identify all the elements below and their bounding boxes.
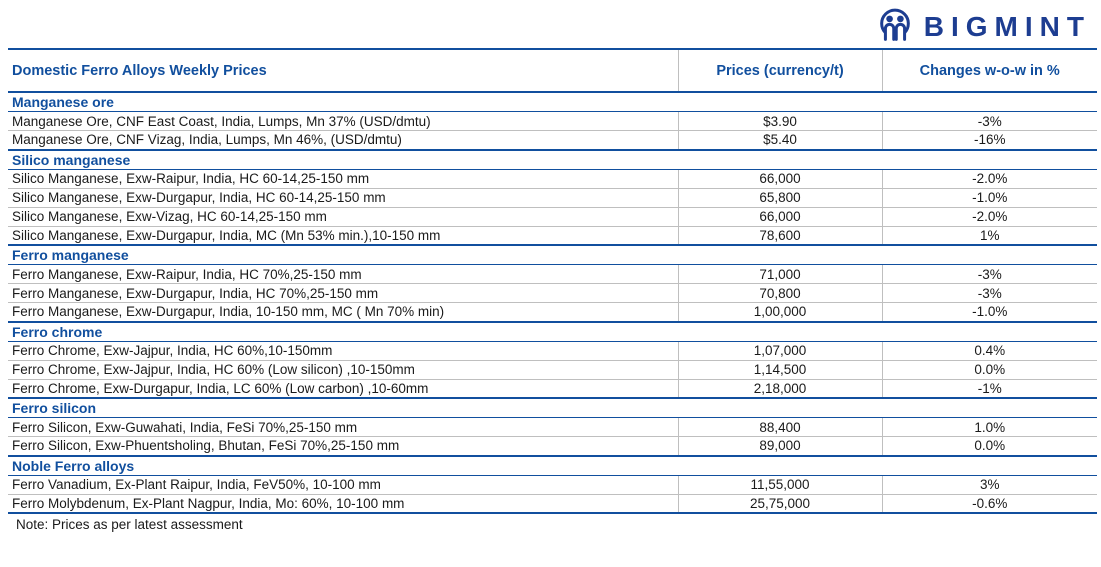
price-cell: 1,07,000 (677, 341, 882, 361)
price-cell: 88,400 (677, 417, 882, 437)
change-cell: -1.0% (881, 188, 1097, 208)
change-cell: -3% (881, 111, 1097, 131)
product-cell: Ferro Manganese, Exw-Raipur, India, HC 7… (8, 264, 678, 284)
table-row: Ferro Molybdenum, Ex-Plant Nagpur, India… (8, 494, 1097, 514)
change-cell: 1% (881, 226, 1097, 246)
change-cell: 0.0% (881, 436, 1097, 457)
change-cell: -0.6% (881, 494, 1097, 514)
table-row: Ferro Chrome, Exw-Durgapur, India, LC 60… (8, 379, 1097, 399)
table-row: Ferro Manganese, Exw-Raipur, India, HC 7… (8, 264, 1097, 284)
price-cell: 66,000 (677, 207, 882, 227)
section-header: Ferro manganese (8, 245, 1097, 265)
price-cell: 11,55,000 (677, 475, 882, 495)
change-cell: -2.0% (881, 169, 1097, 189)
change-cell: -3% (881, 283, 1097, 303)
prices-table-container: Domestic Ferro Alloys Weekly Prices Pric… (8, 48, 1097, 532)
section-header: Noble Ferro alloys (8, 455, 1097, 476)
product-cell: Ferro Manganese, Exw-Durgapur, India, 10… (8, 302, 678, 323)
section-header: Silico manganese (8, 149, 1097, 170)
product-cell: Ferro Silicon, Exw-Guwahati, India, FeSi… (8, 417, 678, 437)
table-row: Silico Manganese, Exw-Vizag, HC 60-14,25… (8, 207, 1097, 227)
product-cell: Ferro Chrome, Exw-Jajpur, India, HC 60%,… (8, 341, 678, 361)
section-row: Ferro silicon (8, 398, 1097, 418)
table-row: Ferro Chrome, Exw-Jajpur, India, HC 60%,… (8, 341, 1097, 361)
product-cell: Ferro Vanadium, Ex-Plant Raipur, India, … (8, 475, 678, 495)
section-row: Silico manganese (8, 149, 1097, 170)
change-cell: 1.0% (881, 417, 1097, 437)
section-row: Noble Ferro alloys (8, 455, 1097, 476)
price-cell: 78,600 (677, 226, 882, 246)
change-cell: 0.4% (881, 341, 1097, 361)
price-cell: 71,000 (677, 264, 882, 284)
price-cell: 70,800 (677, 283, 882, 303)
product-cell: Ferro Molybdenum, Ex-Plant Nagpur, India… (8, 494, 678, 514)
product-cell: Silico Manganese, Exw-Durgapur, India, H… (8, 188, 678, 208)
section-row: Manganese ore (8, 92, 1097, 112)
price-cell: 65,800 (677, 188, 882, 208)
change-cell: -2.0% (881, 207, 1097, 227)
table-row: Silico Manganese, Exw-Durgapur, India, H… (8, 188, 1097, 208)
table-header-row: Domestic Ferro Alloys Weekly Prices Pric… (8, 48, 1097, 93)
product-cell: Ferro Chrome, Exw-Durgapur, India, LC 60… (8, 379, 678, 399)
price-cell: 25,75,000 (677, 494, 882, 514)
table-row: Manganese Ore, CNF Vizag, India, Lumps, … (8, 130, 1097, 151)
product-cell: Silico Manganese, Exw-Vizag, HC 60-14,25… (8, 207, 678, 227)
product-cell: Silico Manganese, Exw-Durgapur, India, M… (8, 226, 678, 246)
table-row: Silico Manganese, Exw-Durgapur, India, M… (8, 226, 1097, 246)
change-cell: 0.0% (881, 360, 1097, 380)
table-row: Ferro Vanadium, Ex-Plant Raipur, India, … (8, 475, 1097, 495)
table-row: Ferro Manganese, Exw-Durgapur, India, HC… (8, 283, 1097, 303)
section-row: Ferro chrome (8, 321, 1097, 342)
note-text: Note: Prices as per latest assessment (16, 517, 243, 532)
product-cell: Manganese Ore, CNF Vizag, India, Lumps, … (8, 130, 678, 151)
product-cell: Manganese Ore, CNF East Coast, India, Lu… (8, 111, 678, 131)
price-cell: 1,14,500 (677, 360, 882, 380)
section-header: Ferro chrome (8, 321, 1097, 342)
product-cell: Silico Manganese, Exw-Raipur, India, HC … (8, 169, 678, 189)
product-cell: Ferro Manganese, Exw-Durgapur, India, HC… (8, 283, 678, 303)
bigmint-people-circle-icon (875, 5, 915, 47)
prices-table: Domestic Ferro Alloys Weekly Prices Pric… (8, 48, 1097, 514)
product-cell: Ferro Chrome, Exw-Jajpur, India, HC 60% … (8, 360, 678, 380)
price-cell: 1,00,000 (677, 302, 882, 323)
table-row: Silico Manganese, Exw-Raipur, India, HC … (8, 169, 1097, 189)
change-cell: -1% (881, 379, 1097, 399)
section-row: Ferro manganese (8, 245, 1097, 265)
bigmint-logo: BIGMINT (875, 5, 1091, 47)
change-cell: -16% (881, 130, 1097, 151)
change-cell: 3% (881, 475, 1097, 495)
prices-table-body: Manganese ore Manganese Ore, CNF East Coa… (8, 92, 1097, 514)
table-row: Ferro Manganese, Exw-Durgapur, India, 10… (8, 302, 1097, 323)
table-row: Ferro Silicon, Exw-Phuentsholing, Bhutan… (8, 436, 1097, 457)
price-cell: 2,18,000 (677, 379, 882, 399)
table-row: Ferro Chrome, Exw-Jajpur, India, HC 60% … (8, 360, 1097, 380)
price-cell: $5.40 (677, 130, 882, 151)
price-cell: 89,000 (677, 436, 882, 457)
section-header: Manganese ore (8, 92, 1097, 112)
change-cell: -3% (881, 264, 1097, 284)
price-cell: 66,000 (677, 169, 882, 189)
product-cell: Ferro Silicon, Exw-Phuentsholing, Bhutan… (8, 436, 678, 457)
col-header-prices: Prices (currency/t) (677, 48, 882, 93)
col-header-changes: Changes w-o-w in % (881, 48, 1097, 93)
table-title: Domestic Ferro Alloys Weekly Prices (8, 48, 678, 93)
table-row: Ferro Silicon, Exw-Guwahati, India, FeSi… (8, 417, 1097, 437)
change-cell: -1.0% (881, 302, 1097, 323)
section-header: Ferro silicon (8, 398, 1097, 418)
logo-wordmark: BIGMINT (923, 11, 1091, 42)
table-row: Manganese Ore, CNF East Coast, India, Lu… (8, 111, 1097, 131)
price-cell: $3.90 (677, 111, 882, 131)
